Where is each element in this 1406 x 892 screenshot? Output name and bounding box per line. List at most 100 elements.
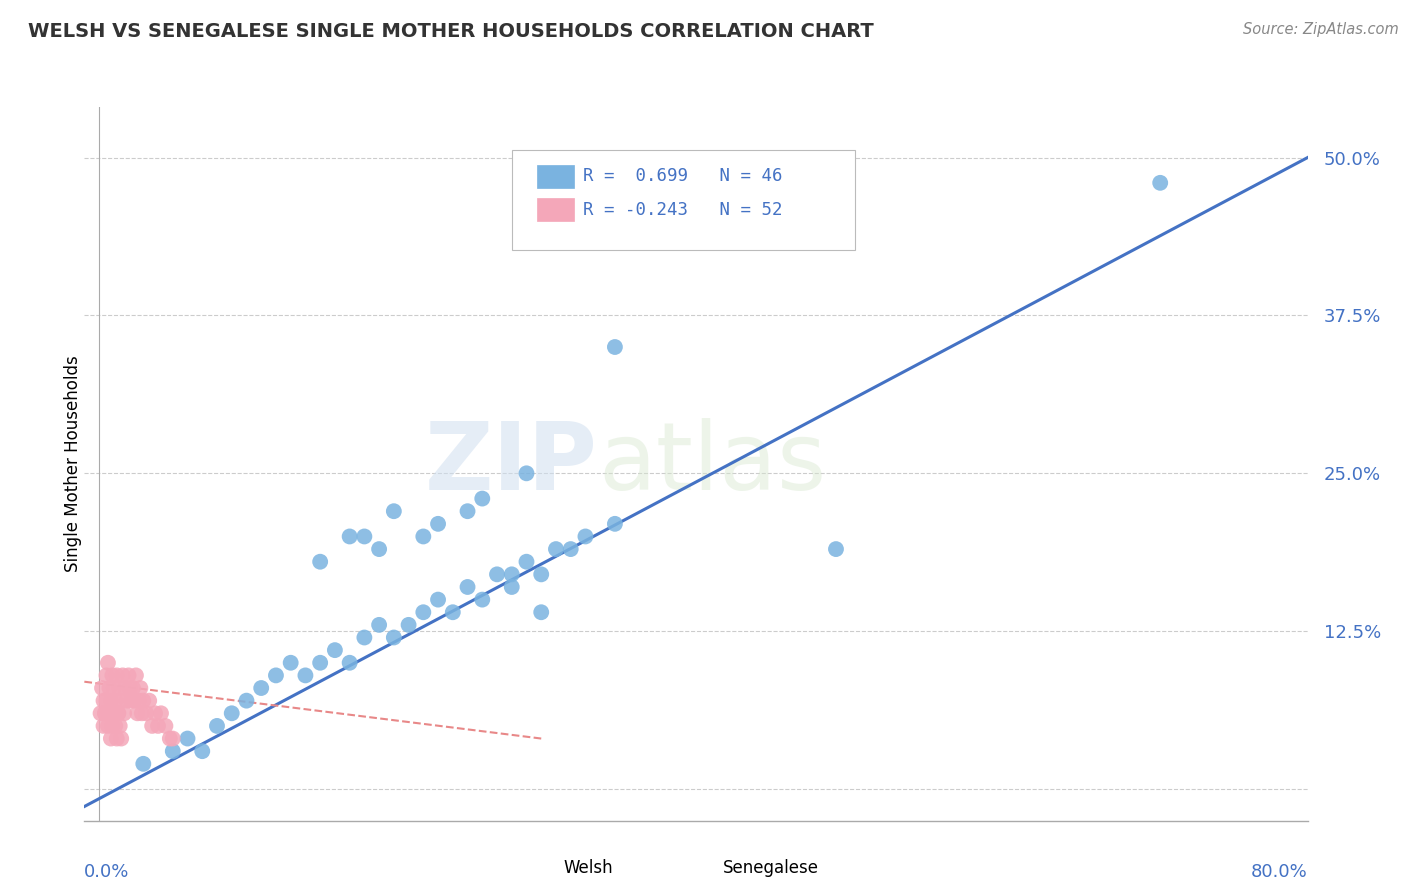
Point [150,706,173,721]
Point [104,693,127,707]
Point [544,542,567,557]
Point [96,693,118,707]
Point [176,731,198,746]
Point [107,706,129,721]
Point [574,529,596,543]
Point [143,706,166,721]
Point [162,731,184,746]
Point [368,618,391,632]
Point [105,668,128,682]
Point [118,681,141,695]
Point [427,516,450,531]
Point [560,542,582,557]
Text: ZIP: ZIP [425,417,598,510]
Text: 0.0%: 0.0% [84,863,129,881]
Point [339,529,361,543]
Point [93,693,115,707]
Point [97,656,120,670]
FancyBboxPatch shape [537,198,574,221]
Point [129,681,152,695]
Point [96,668,118,682]
Point [501,567,523,582]
Point [138,693,160,707]
Point [825,542,848,557]
Point [250,681,273,695]
Point [101,668,124,682]
Point [103,706,125,721]
Point [91,681,114,695]
Point [100,693,122,707]
Point [515,467,537,481]
Point [457,580,479,594]
Point [382,504,405,518]
Text: R =  0.699   N = 46: R = 0.699 N = 46 [583,168,783,186]
Point [103,681,125,695]
Point [603,340,626,354]
FancyBboxPatch shape [524,856,555,881]
FancyBboxPatch shape [537,165,574,187]
Point [205,719,228,733]
Point [127,706,149,721]
Point [141,719,163,733]
Point [441,605,464,619]
Point [108,681,131,695]
Point [100,731,122,746]
Point [98,681,121,695]
Point [530,605,553,619]
Point [111,668,134,682]
Text: Welsh: Welsh [564,860,613,878]
Point [97,719,120,733]
Text: Senegalese: Senegalese [723,860,818,878]
Point [146,719,169,733]
Point [155,719,177,733]
Point [221,706,243,721]
Point [101,719,124,733]
Point [530,567,553,582]
Point [128,693,150,707]
Text: atlas: atlas [598,417,827,510]
Point [117,668,139,682]
Point [412,529,434,543]
Point [90,706,112,721]
Point [501,580,523,594]
Point [93,719,115,733]
Point [323,643,346,657]
Point [132,756,155,771]
Point [94,706,117,721]
FancyBboxPatch shape [683,856,714,881]
Point [485,567,508,582]
Point [114,681,136,695]
Point [104,719,127,733]
Text: Source: ZipAtlas.com: Source: ZipAtlas.com [1243,22,1399,37]
Point [457,504,479,518]
Point [122,681,145,695]
Point [191,744,214,758]
Point [121,693,143,707]
Point [94,706,117,721]
Point [112,706,135,721]
Point [471,491,494,506]
Text: 80.0%: 80.0% [1251,863,1308,881]
Point [110,731,132,746]
Point [382,631,405,645]
Point [471,592,494,607]
Point [309,555,332,569]
Point [603,516,626,531]
Point [280,656,302,670]
Point [353,529,375,543]
Point [309,656,332,670]
Point [339,656,361,670]
Point [398,618,420,632]
Text: WELSH VS SENEGALESE SINGLE MOTHER HOUSEHOLDS CORRELATION CHART: WELSH VS SENEGALESE SINGLE MOTHER HOUSEH… [28,22,875,41]
Point [132,693,155,707]
Point [515,555,537,569]
FancyBboxPatch shape [512,150,855,250]
Point [125,668,148,682]
Y-axis label: Single Mother Households: Single Mother Households [65,356,82,572]
Point [115,693,138,707]
Point [353,631,375,645]
Text: R = -0.243   N = 52: R = -0.243 N = 52 [583,201,783,219]
Point [235,693,257,707]
Point [110,693,132,707]
Point [98,706,121,721]
